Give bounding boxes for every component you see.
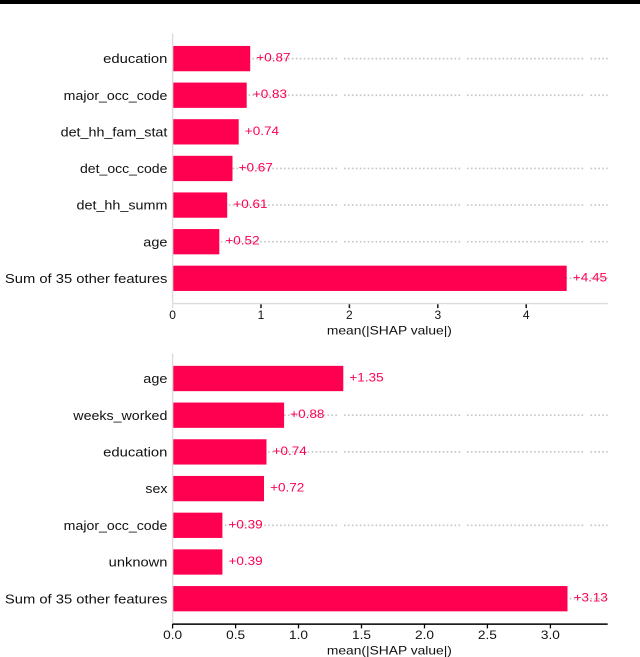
svg-text:Sum of 35 other features: Sum of 35 other features — [5, 591, 168, 606]
svg-text:+0.72: +0.72 — [270, 482, 304, 495]
svg-text:3: 3 — [434, 308, 441, 322]
svg-text:+0.39: +0.39 — [229, 518, 263, 531]
svg-text:+0.52: +0.52 — [225, 235, 259, 248]
svg-text:education: education — [103, 445, 167, 460]
svg-text:1.5: 1.5 — [352, 628, 371, 642]
svg-text:age: age — [143, 371, 167, 386]
svg-text:major_occ_code: major_occ_code — [64, 518, 168, 533]
svg-text:+4.45: +4.45 — [573, 271, 608, 284]
svg-text:0.0: 0.0 — [163, 628, 182, 642]
svg-text:+0.74: +0.74 — [245, 125, 280, 138]
svg-text:weeks_worked: weeks_worked — [72, 408, 167, 423]
svg-text:det_hh_fam_stat: det_hh_fam_stat — [61, 124, 168, 139]
svg-text:+0.74: +0.74 — [273, 445, 308, 458]
svg-text:major_occ_code: major_occ_code — [64, 88, 168, 103]
svg-text:unknown: unknown — [109, 555, 168, 570]
svg-text:det_occ_code: det_occ_code — [80, 161, 167, 176]
svg-text:4: 4 — [523, 308, 530, 322]
svg-text:2.5: 2.5 — [478, 628, 497, 642]
svg-text:3.0: 3.0 — [541, 628, 560, 642]
svg-text:+1.35: +1.35 — [349, 372, 384, 385]
svg-text:2: 2 — [346, 308, 353, 322]
svg-text:+0.61: +0.61 — [233, 198, 267, 211]
svg-text:+0.88: +0.88 — [290, 408, 324, 421]
svg-text:+0.39: +0.39 — [229, 555, 263, 568]
svg-text:1.0: 1.0 — [289, 628, 308, 642]
svg-text:mean(|SHAP value|): mean(|SHAP value|) — [327, 643, 452, 657]
svg-text:mean(|SHAP value|): mean(|SHAP value|) — [327, 323, 452, 337]
svg-text:0.5: 0.5 — [226, 628, 245, 642]
svg-text:+0.67: +0.67 — [239, 161, 273, 174]
svg-text:+3.13: +3.13 — [574, 592, 608, 605]
svg-text:age: age — [143, 234, 167, 249]
svg-text:+0.87: +0.87 — [256, 52, 290, 65]
svg-text:+0.83: +0.83 — [253, 88, 287, 101]
svg-text:education: education — [103, 51, 167, 66]
svg-text:2.0: 2.0 — [415, 628, 434, 642]
svg-text:det_hh_summ: det_hh_summ — [77, 198, 168, 213]
svg-text:1: 1 — [258, 308, 265, 322]
svg-text:Sum of 35 other features: Sum of 35 other features — [5, 271, 168, 286]
svg-text:0: 0 — [169, 308, 176, 322]
svg-text:sex: sex — [145, 481, 168, 496]
